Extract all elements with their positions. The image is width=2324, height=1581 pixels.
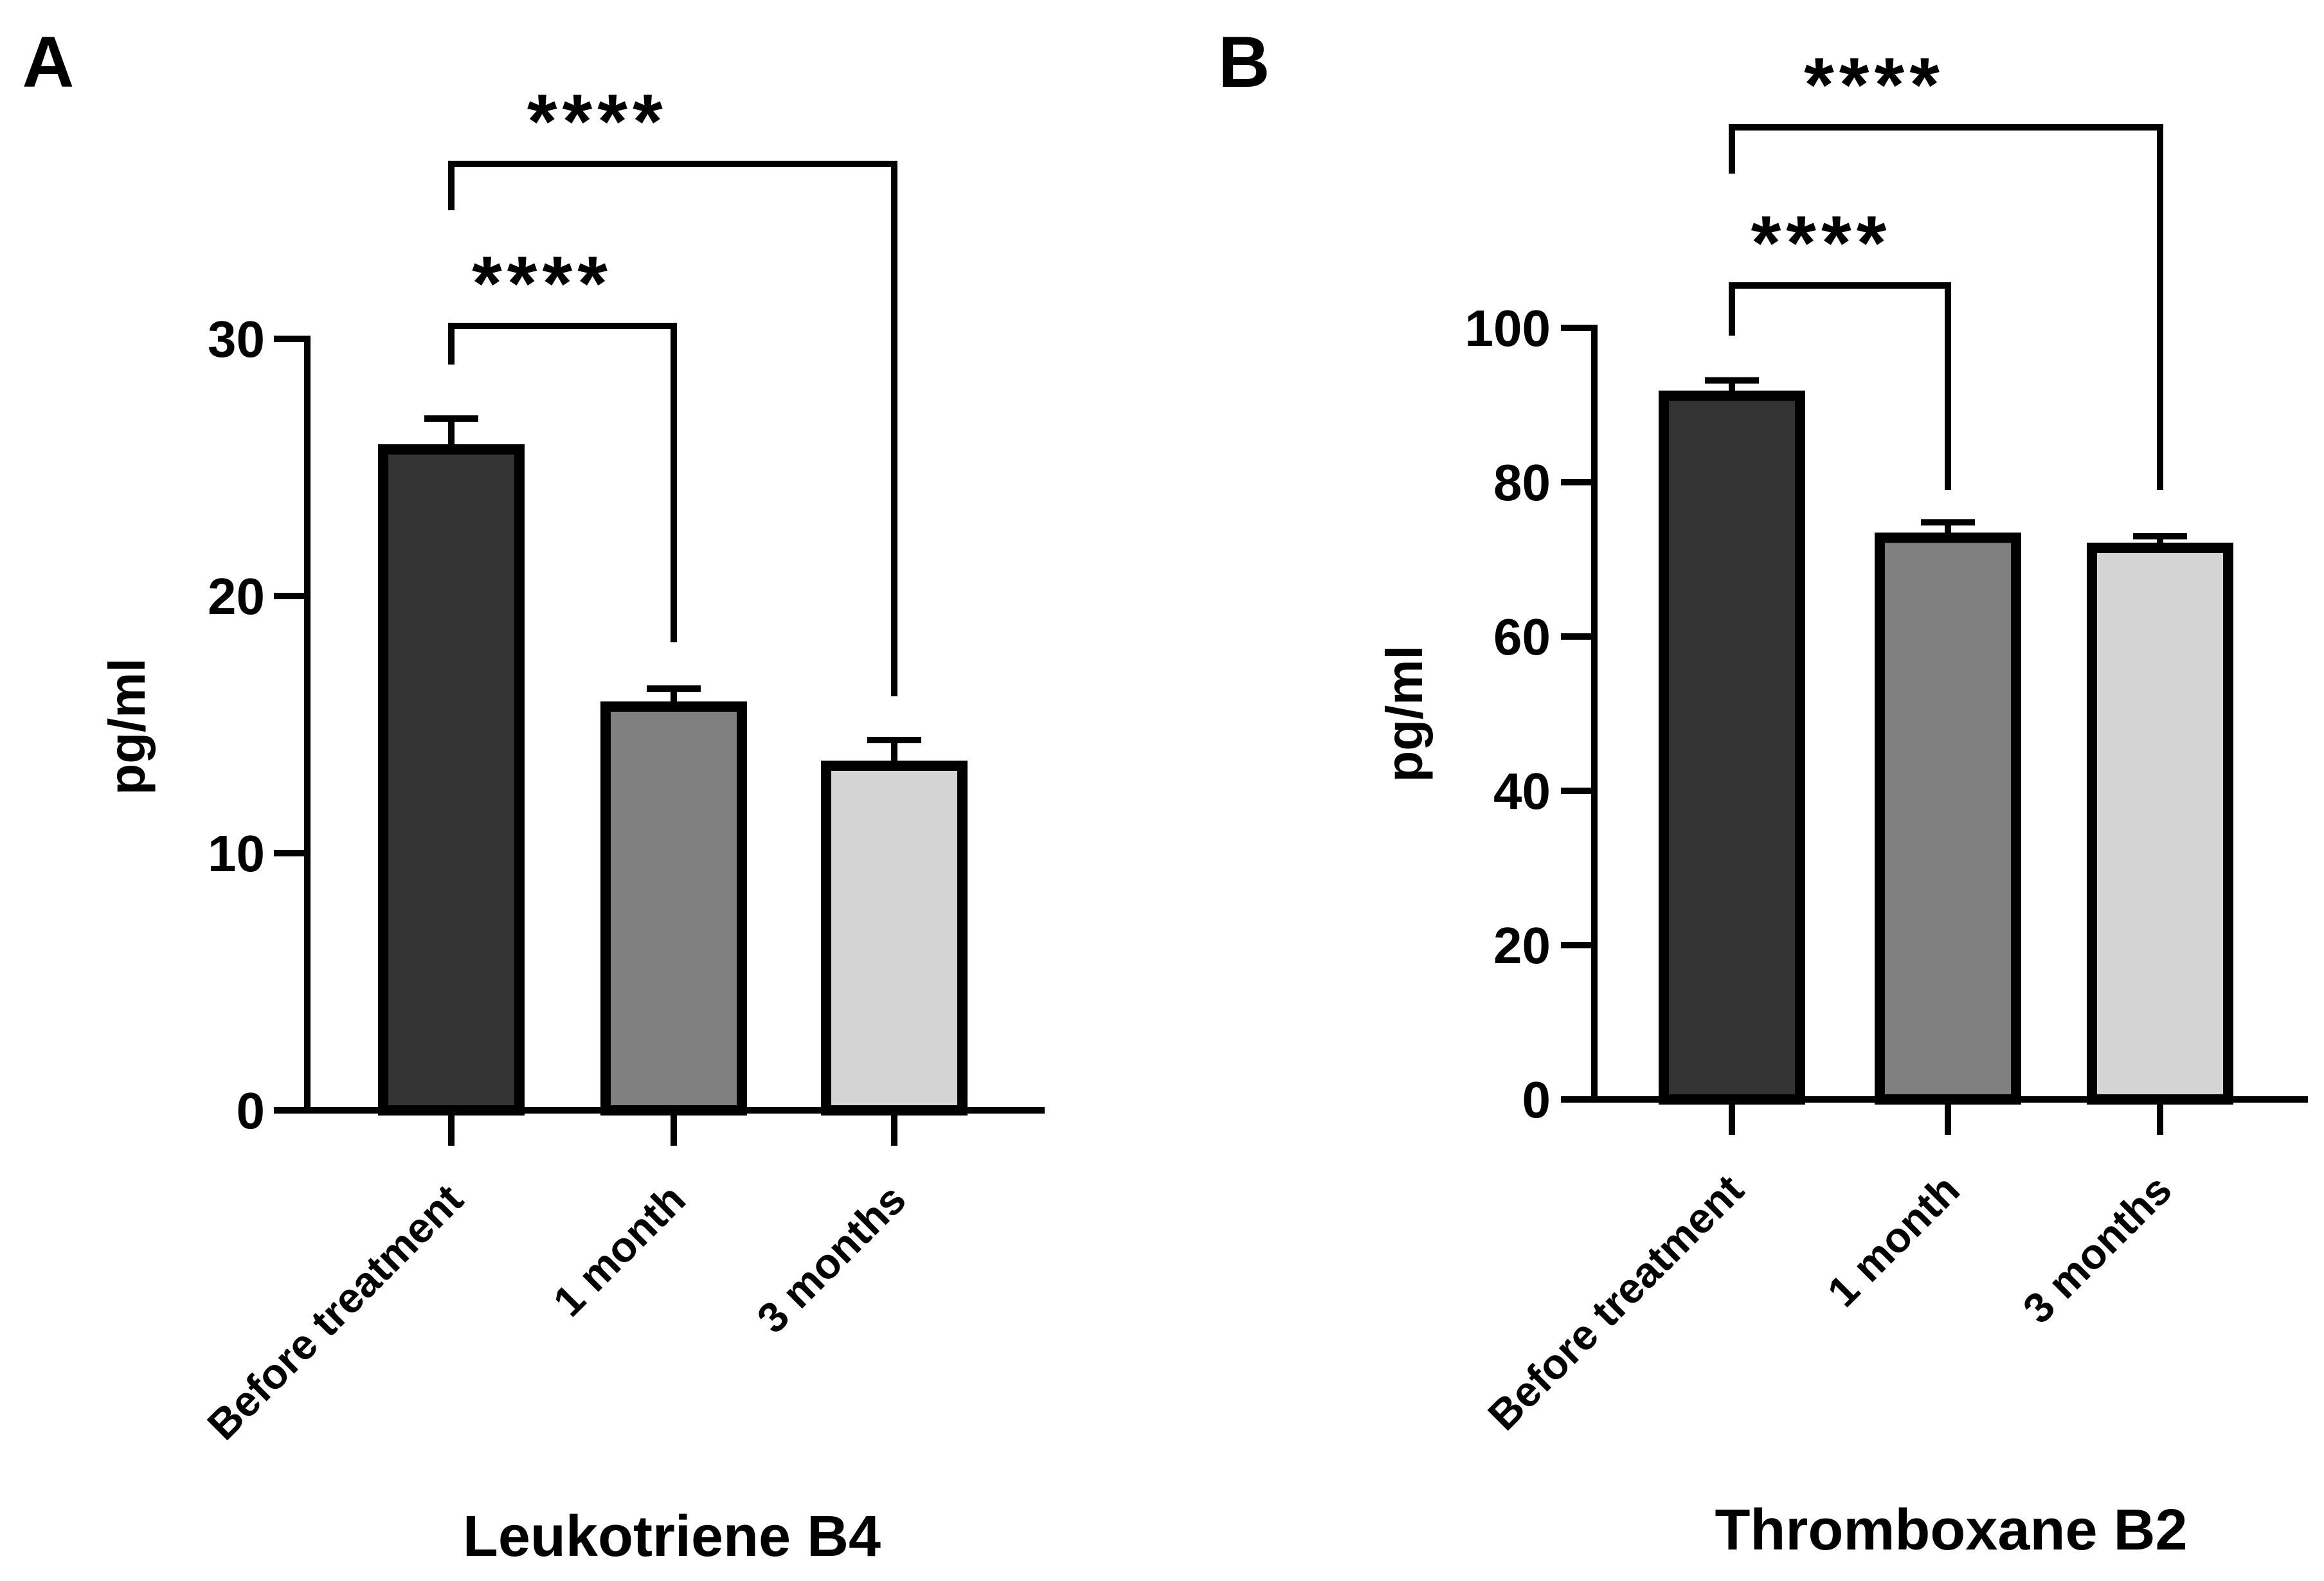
- y-tick-label: 0: [1522, 1071, 1551, 1128]
- y-tick-label: 100: [1465, 300, 1551, 357]
- significance-bracket: [448, 323, 677, 642]
- y-tick-label: 30: [208, 311, 265, 368]
- y-tick-label: 60: [1493, 608, 1551, 665]
- x-tick-label: Before treatment: [198, 1175, 472, 1449]
- panel-b: B 0 20 40 60 80 100 pg/ml Before treatment 1 mont…: [1218, 22, 2308, 1562]
- bar: [2087, 543, 2233, 1105]
- panel-label: A: [23, 22, 75, 102]
- x-tick-label: Before treatment: [1479, 1166, 1752, 1440]
- bar: [1659, 390, 1805, 1105]
- y-axis-label: pg/ml: [1376, 645, 1433, 782]
- bar: [600, 701, 747, 1116]
- panel-label: B: [1218, 22, 1270, 102]
- significance-label: ****: [527, 78, 668, 165]
- y-tick-label: 0: [237, 1082, 266, 1139]
- x-axis-title: Thromboxane B2: [1715, 1498, 2187, 1562]
- y-tick-label: 40: [1493, 763, 1551, 820]
- significance-bracket: [448, 161, 897, 696]
- significance-label: ****: [1751, 200, 1892, 286]
- y-tick-label: 10: [208, 825, 265, 882]
- x-tick-label: 3 months: [748, 1175, 915, 1342]
- x-axis-title: Leukotriene B4: [463, 1504, 881, 1569]
- significance-bracket: [1729, 282, 1951, 490]
- y-axis-label: pg/ml: [98, 658, 156, 795]
- bar: [821, 761, 968, 1116]
- y-tick-label: 20: [1493, 917, 1551, 974]
- significance-label: ****: [472, 240, 613, 327]
- panel-a: A 0 10 20 30 pg/ml Before treatment 1 month 3 mo…: [23, 22, 1045, 1569]
- significance-bracket: [1729, 124, 2163, 490]
- significance-label: ****: [1804, 42, 1945, 128]
- bar: [378, 444, 525, 1116]
- bar: [1875, 532, 2021, 1105]
- y-tick-label: 80: [1493, 454, 1551, 511]
- x-tick-label: 3 months: [2013, 1166, 2181, 1333]
- x-tick-label: 1 month: [1818, 1166, 1968, 1316]
- y-tick-label: 20: [208, 568, 265, 625]
- x-tick-label: 1 month: [544, 1175, 694, 1326]
